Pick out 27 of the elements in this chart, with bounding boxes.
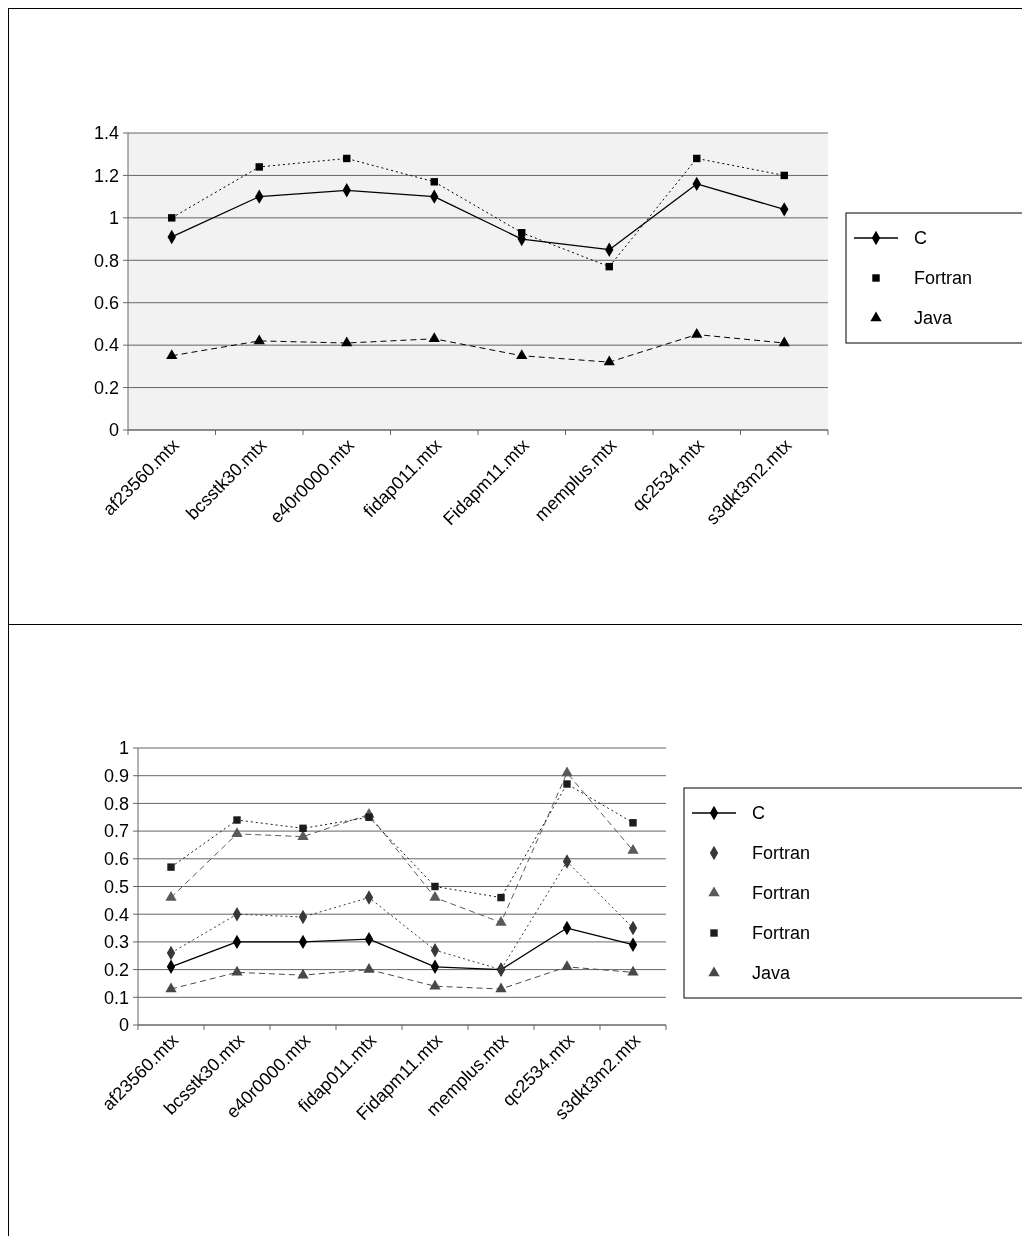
y-tick-label: 1.4	[93, 123, 119, 144]
legend-label: Fortran	[914, 268, 973, 289]
legend-label: C	[752, 803, 765, 824]
y-tick-label: 0.4	[93, 335, 119, 356]
y-tick-label: 1.2	[93, 165, 119, 186]
legend-label: Fortran	[752, 883, 811, 904]
legend-label: Java	[914, 308, 954, 329]
legend-label: C	[914, 228, 927, 249]
y-tick-label: 0.6	[103, 849, 129, 870]
y-tick-label: 1	[118, 738, 129, 759]
y-tick-label: 0.2	[93, 377, 119, 398]
y-tick-label: 0.4	[103, 904, 129, 925]
y-tick-label: 1	[108, 208, 119, 229]
y-tick-label: 0.8	[93, 250, 119, 271]
y-tick-label: 0	[118, 1015, 129, 1036]
y-tick-label: 0.3	[103, 932, 129, 953]
y-tick-label: 0.7	[103, 821, 129, 842]
y-tick-label: 0.8	[103, 793, 129, 814]
y-tick-label: 0	[108, 420, 119, 441]
y-tick-label: 0.5	[103, 876, 129, 897]
legend-label: Fortran	[752, 923, 811, 944]
y-tick-label: 0.6	[93, 293, 119, 314]
legend-label: Java	[752, 963, 792, 984]
legend-label: Fortran	[752, 843, 811, 864]
y-tick-label: 0.1	[103, 987, 129, 1008]
y-tick-label: 0.9	[103, 766, 129, 786]
y-tick-label: 0.2	[103, 959, 129, 980]
